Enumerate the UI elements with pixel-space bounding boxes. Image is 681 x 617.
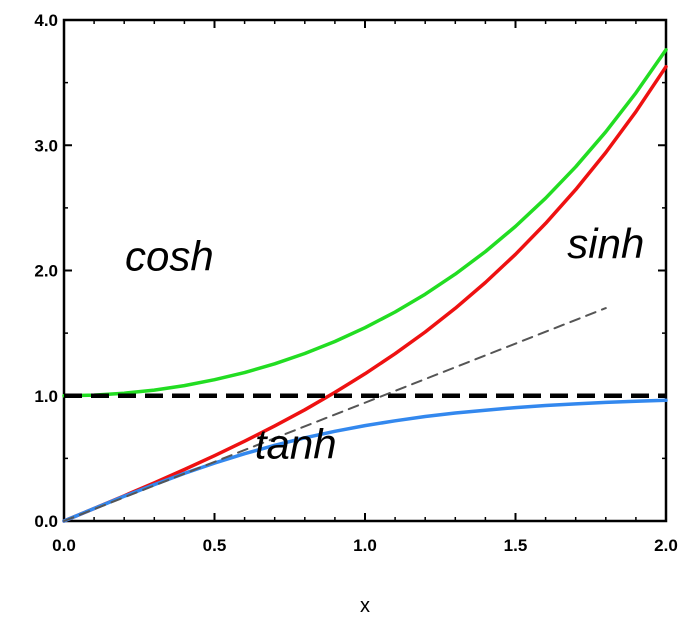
series-sinh (62, 64, 668, 523)
x-axis-label: x (360, 595, 370, 617)
reference-line-y-equals-x (63, 307, 607, 522)
y-tick-label: 0.0 (34, 512, 58, 531)
curve-label-sinh: sinh (567, 220, 644, 267)
y-tick-label: 3.0 (34, 136, 58, 155)
y-tick-label: 4.0 (34, 11, 58, 30)
x-tick-label: 2.0 (654, 536, 678, 555)
curve-label-tanh: tanh (255, 420, 337, 467)
series-cosh (62, 48, 668, 398)
annotation-layer: cosh sinh tanh (125, 220, 644, 467)
series-layer (62, 48, 668, 523)
y-tick-label: 2.0 (34, 262, 58, 281)
tick-labels: 0.0 0.5 1.0 1.5 2.0 0.0 1.0 2.0 3.0 4.0 (34, 11, 677, 555)
y-tick-label: 1.0 (34, 387, 58, 406)
x-tick-label: 0.5 (203, 536, 227, 555)
x-tick-label: 0.0 (52, 536, 76, 555)
curve-label-cosh: cosh (125, 233, 214, 280)
plot-frame (62, 18, 668, 523)
x-tick-label: 1.5 (504, 536, 528, 555)
x-tick-label: 1.0 (353, 536, 377, 555)
